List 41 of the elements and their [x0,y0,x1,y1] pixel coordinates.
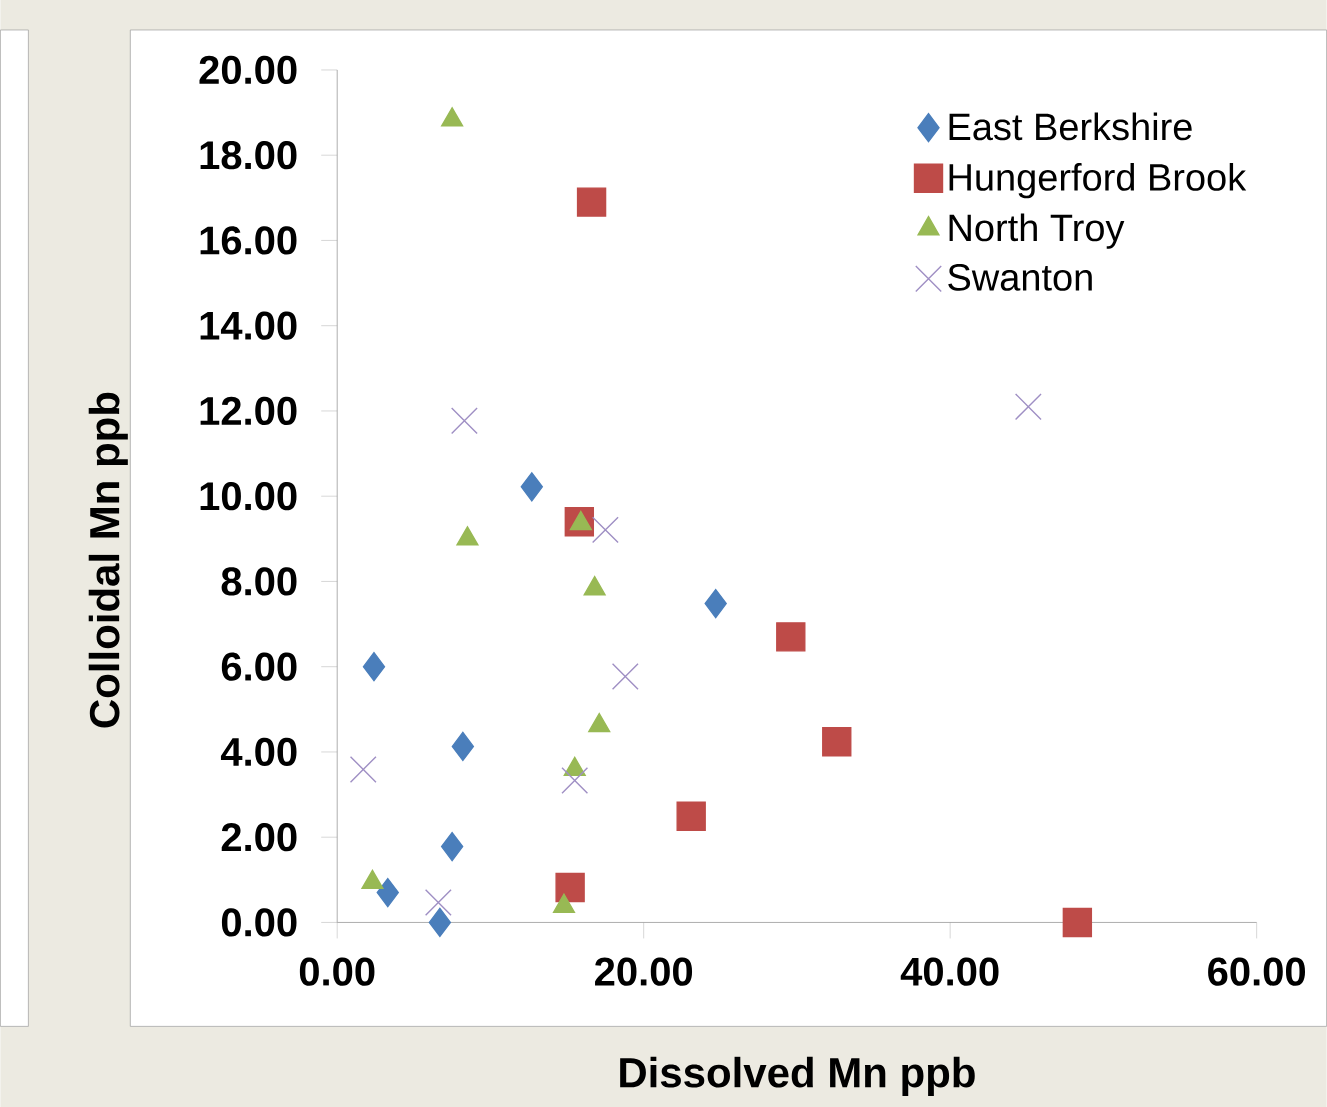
point [376,877,399,908]
y-tick-label: 2.00 [221,822,297,852]
y-tick-label: 6.00 [221,652,297,681]
point [1014,393,1042,420]
point [450,407,478,435]
y-axis-title: Colloidal Mn ppb [88,392,128,728]
y-tick-label: 12.00 [200,396,297,425]
x-tick-label: 20.00 [595,957,693,986]
y-tick-label: 20.00 [199,55,297,84]
y-tick-label: 18.00 [200,140,297,170]
x-tick-label: 60.00 [1208,957,1306,986]
point [520,471,544,502]
y-tick-label: 4.00 [220,737,297,766]
point [424,888,452,916]
point [611,662,639,690]
legend-label: Swanton [948,263,1092,291]
point [576,187,607,217]
point [555,872,585,903]
legend-label: North Troy [949,213,1125,249]
point [428,907,452,937]
y-tick-label: 16.00 [200,226,297,255]
point [362,651,386,682]
point [440,831,464,862]
x-tick-label: 40.00 [900,957,999,986]
legend-label: Hungerford Brook [949,162,1247,199]
legend-label: East Berkshire [949,112,1192,141]
point [822,726,852,757]
point [591,516,619,544]
point [1062,907,1093,937]
x-tick-label: 0.00 [299,957,375,986]
y-tick-label: 10.00 [200,481,297,511]
y-tick-label: 8.00 [221,567,297,596]
point [349,755,377,783]
point [451,731,475,761]
point [676,801,706,831]
point [561,766,589,794]
point [776,622,806,652]
x-axis-title: Dissolved Mn ppb [620,1056,975,1096]
point [704,588,727,619]
y-tick-label: 14.00 [200,311,297,340]
y-tick-label: 0.00 [221,908,297,937]
